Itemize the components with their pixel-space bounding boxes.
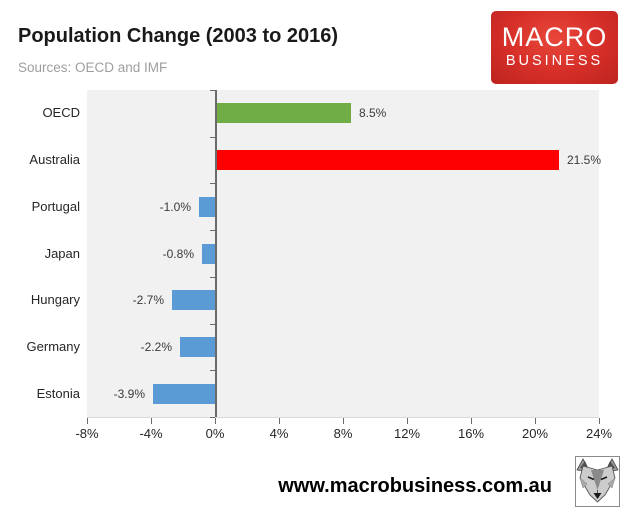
value-label-oecd: 8.5% [359,106,387,121]
bar-oecd [215,103,351,124]
x-axis-tick [215,418,216,424]
x-axis-tick [407,418,408,424]
zero-axis-line [215,90,217,417]
bar-portugal [199,196,215,217]
page-title: Population Change (2003 to 2016) [18,25,339,47]
value-label-australia: 21.5% [567,153,602,168]
category-axis-tick [210,323,215,325]
website-url: www.macrobusiness.com.au [278,475,552,497]
value-label-portugal: -1.0% [159,199,191,214]
x-axis-tick-label: 0% [205,426,225,441]
category-axis-tick [210,417,215,418]
x-axis-tick [279,418,280,424]
x-axis-tick [343,418,344,424]
category-label-australia: Australia [29,152,80,168]
x-axis-tick [471,418,472,424]
category-axis-tick [210,90,215,91]
x-axis-tick-label: -8% [75,426,99,441]
x-axis-tick-label: 8% [333,426,353,441]
bar-germany [180,336,215,357]
value-label-japan: -0.8% [162,246,194,261]
category-axis-tick [210,183,215,185]
category-label-portugal: Portugal [31,198,80,214]
category-axis-tick [210,230,215,232]
x-axis-tick-label: 16% [457,426,485,441]
category-label-estonia: Estonia [36,385,80,401]
logo-text-macro: MACRO [501,22,608,52]
x-axis-tick-label: 20% [521,426,549,441]
x-axis-tick [151,418,152,424]
bar-japan [202,243,215,264]
plot-area [87,90,599,418]
value-label-hungary: -2.7% [132,293,164,308]
category-axis-tick [210,370,215,372]
wolf-icon [576,458,619,503]
bar-hungary [172,290,215,311]
category-label-hungary: Hungary [30,292,80,308]
x-axis-tick-label: 12% [393,426,421,441]
x-axis-tick-label: -4% [139,426,163,441]
macrobusiness-logo: MACRO BUSINESS [491,11,618,84]
category-label-germany: Germany [26,338,80,354]
x-axis-tick [599,418,600,424]
chart-sources-subtitle: Sources: OECD and IMF [18,60,168,75]
category-axis-tick [210,276,215,278]
bar-australia [215,150,559,171]
wolf-logo [575,456,620,507]
x-axis-tick [87,418,88,424]
category-label-japan: Japan [44,245,80,261]
category-label-oecd: OECD [42,105,80,121]
value-label-germany: -2.2% [140,339,172,354]
bar-estonia [153,383,215,404]
logo-text-business: BUSINESS [505,53,604,69]
value-label-estonia: -3.9% [113,386,145,401]
x-axis-tick [535,418,536,424]
category-axis-tick [210,136,215,138]
x-axis-tick-label: 24% [585,426,613,441]
x-axis-tick-label: 4% [269,426,289,441]
